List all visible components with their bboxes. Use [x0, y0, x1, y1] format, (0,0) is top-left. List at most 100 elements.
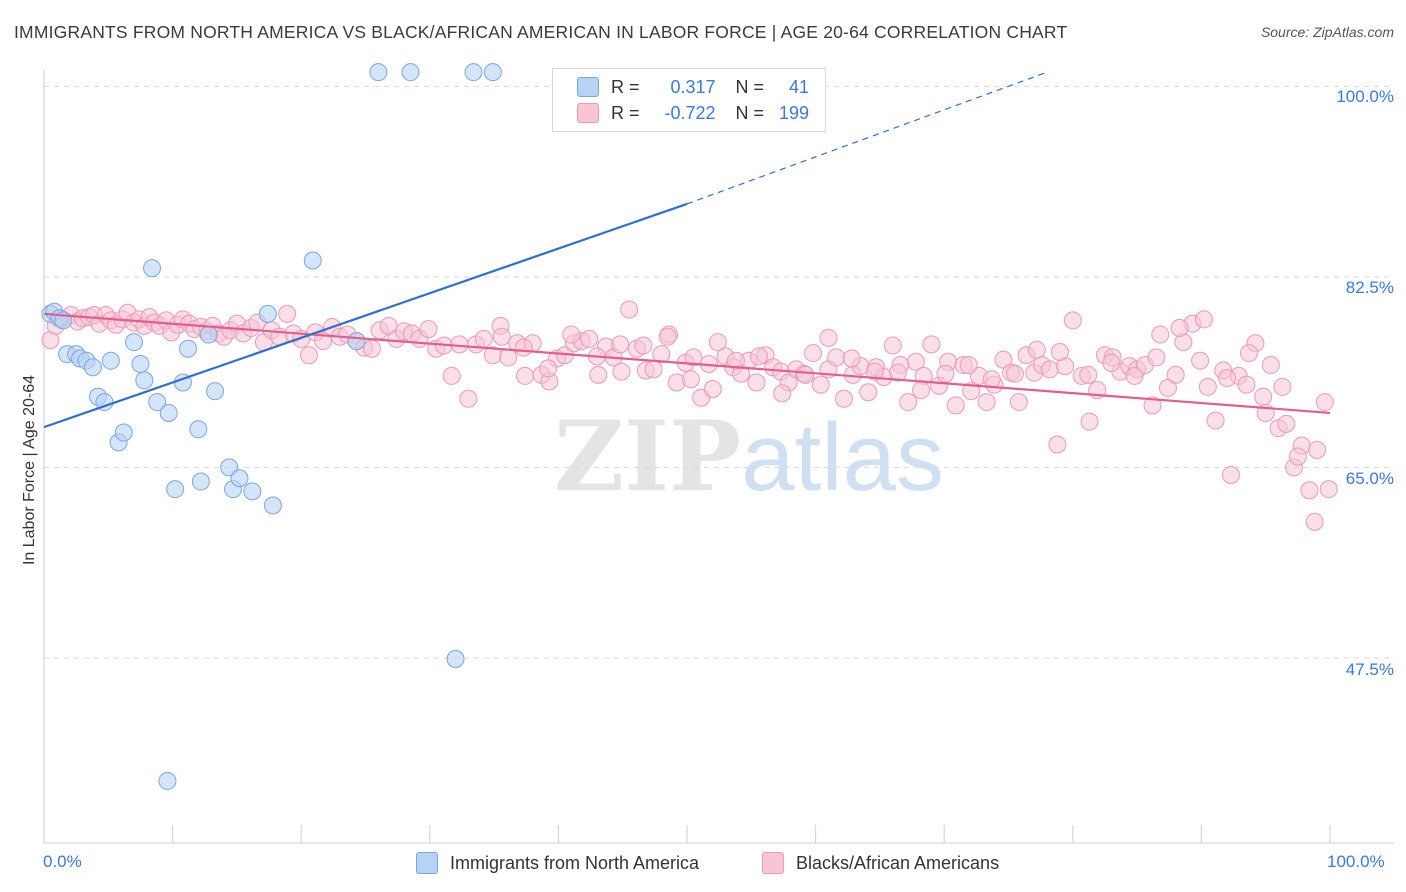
- blacks-data-point: [912, 381, 931, 400]
- blacks-data-point: [859, 383, 878, 402]
- blacks-data-point: [946, 396, 965, 415]
- blacks-data-point: [1273, 377, 1292, 396]
- chart-title: IMMIGRANTS FROM NORTH AMERICA VS BLACK/A…: [14, 22, 1068, 42]
- x-tick-label-0: 0.0%: [43, 852, 82, 871]
- blacks-data-point: [1080, 412, 1099, 431]
- immigrants-data-point: [191, 472, 210, 491]
- immigrants-data-point: [206, 382, 225, 401]
- blacks-data-point: [1005, 364, 1024, 383]
- blacks-data-point: [819, 328, 838, 347]
- blacks-data-point: [922, 335, 941, 354]
- immigrants-data-point: [347, 332, 366, 351]
- blacks-data-point: [1050, 342, 1069, 361]
- blacks-data-point: [1194, 310, 1213, 329]
- blacks-data-point: [1063, 311, 1082, 330]
- immigrants-data-point: [483, 63, 502, 82]
- immigrants-data-point: [230, 469, 249, 488]
- blacks-data-point: [1143, 396, 1162, 415]
- source-credit: Source: ZipAtlas.com: [1260, 24, 1394, 40]
- legend-r-value-immigrants: 0.317: [670, 76, 716, 97]
- blacks-data-point: [1170, 319, 1189, 338]
- blacks-data-point: [1218, 369, 1237, 388]
- blacks-data-point: [708, 333, 727, 352]
- blacks-data-point: [459, 389, 478, 408]
- blacks-data-point: [515, 366, 534, 385]
- blacks-data-point: [634, 336, 653, 355]
- blacks-data-point: [620, 300, 639, 319]
- immigrants-data-point: [179, 339, 198, 358]
- blacks-data-point: [936, 364, 955, 383]
- blacks-data-point: [1254, 387, 1273, 406]
- blacks-data-point: [811, 375, 830, 394]
- blacks-data-point: [1319, 480, 1338, 499]
- blacks-data-point: [977, 393, 996, 412]
- blacks-data-point: [1048, 435, 1067, 454]
- blacks-data-point: [1277, 414, 1296, 433]
- blacks-data-point: [419, 320, 438, 339]
- blacks-data-point: [658, 327, 677, 346]
- blacks-data-point: [562, 325, 581, 344]
- immigrants-data-point: [135, 371, 154, 390]
- blacks-data-point: [1191, 351, 1210, 370]
- immigrants-data-point: [303, 251, 322, 270]
- blacks-data-point: [1305, 512, 1324, 531]
- bottom-legend-immigrants: Immigrants from North America: [416, 852, 699, 874]
- blacks-data-point: [362, 339, 381, 358]
- blacks-data-point: [1079, 365, 1098, 384]
- blacks-data-point: [1315, 393, 1334, 412]
- immigrants-data-point: [131, 354, 150, 373]
- legend-row-immigrants: R = 0.317 N = 41: [577, 75, 809, 99]
- blacks-data-point: [773, 384, 792, 403]
- blacks-data-point: [726, 351, 745, 370]
- blacks-data-point: [842, 349, 861, 368]
- blacks-data-point: [1040, 360, 1059, 379]
- immigrants-data-point: [159, 403, 178, 422]
- immigrants-data-point: [369, 63, 388, 82]
- y-tick-label-47-5: 47.5%: [1345, 660, 1394, 679]
- blacks-data-point: [827, 348, 846, 367]
- blacks-data-point: [1009, 393, 1028, 412]
- blacks-data-point: [888, 363, 907, 382]
- blacks-data-point: [580, 329, 599, 348]
- immigrants-data-point: [114, 423, 133, 442]
- blacks-data-point: [652, 345, 671, 364]
- blacks-data-point: [1288, 447, 1307, 466]
- blacks-data-point: [906, 352, 925, 371]
- blacks-data-point: [804, 344, 823, 363]
- legend-r-value-blacks: -0.722: [664, 102, 716, 123]
- correlation-legend: R = 0.317 N = 41 R = -0.722 N = 199: [552, 68, 826, 132]
- y-tick-label-82-5: 82.5%: [1345, 278, 1394, 297]
- blacks-data-point: [681, 370, 700, 389]
- blacks-data-point: [834, 389, 853, 408]
- blacks-data-point: [865, 362, 884, 381]
- legend-n-value-immigrants: 41: [789, 76, 810, 97]
- blacks-data-point: [959, 356, 978, 375]
- blacks-data-point: [750, 347, 769, 366]
- blacks-data-point: [1237, 375, 1256, 394]
- bottom-legend-swatch-pink: [762, 852, 784, 874]
- blacks-data-point: [1261, 356, 1280, 375]
- blacks-data-point: [278, 304, 297, 323]
- blacks-data-point: [612, 362, 631, 381]
- immigrants-data-point: [243, 482, 262, 501]
- blacks-data-point: [442, 366, 461, 385]
- legend-swatch-blue: [577, 77, 599, 97]
- bottom-legend-swatch-blue: [416, 852, 438, 874]
- watermark: ZIPatlas: [554, 400, 944, 513]
- blacks-data-point: [1166, 365, 1185, 384]
- bottom-legend-blacks: Blacks/African Americans: [762, 852, 999, 874]
- y-tick-label-65: 65.0%: [1345, 469, 1394, 488]
- blacks-data-point: [684, 348, 703, 367]
- blacks-data-point: [962, 382, 981, 401]
- blacks-data-point: [314, 332, 333, 351]
- immigrants-data-point: [148, 393, 167, 412]
- blacks-data-point: [514, 338, 533, 357]
- immigrants-data-point: [143, 259, 162, 278]
- x-tick-label-100: 100.0%: [1327, 852, 1385, 871]
- immigrants-data-point: [446, 650, 465, 669]
- blacks-data-point: [796, 365, 815, 384]
- immigrants-trend-extension: [686, 71, 1048, 205]
- immigrants-trend-line: [43, 202, 688, 429]
- immigrants-data-point: [464, 63, 483, 82]
